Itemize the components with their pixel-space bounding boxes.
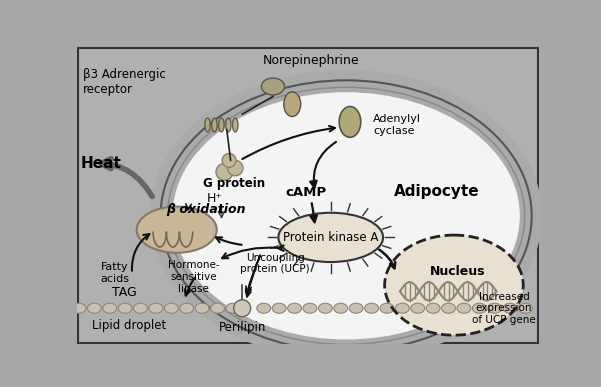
Ellipse shape [395, 303, 409, 313]
Ellipse shape [219, 118, 224, 132]
Ellipse shape [118, 303, 132, 313]
Ellipse shape [103, 303, 117, 313]
Text: cAMP: cAMP [285, 186, 327, 199]
Ellipse shape [180, 303, 194, 313]
Ellipse shape [365, 303, 379, 313]
Ellipse shape [503, 303, 517, 313]
Ellipse shape [72, 303, 86, 313]
Ellipse shape [380, 303, 394, 313]
Ellipse shape [212, 118, 217, 132]
Ellipse shape [233, 118, 238, 132]
Ellipse shape [158, 78, 534, 354]
Ellipse shape [519, 303, 532, 313]
Ellipse shape [385, 235, 523, 335]
Ellipse shape [257, 303, 270, 313]
Ellipse shape [153, 73, 539, 359]
Ellipse shape [272, 303, 286, 313]
Text: G protein: G protein [203, 177, 266, 190]
Ellipse shape [349, 303, 363, 313]
Text: Uncoupling
protein (UCP): Uncoupling protein (UCP) [240, 253, 310, 274]
FancyBboxPatch shape [78, 48, 538, 343]
Text: β oxidation: β oxidation [166, 203, 246, 216]
Circle shape [234, 300, 251, 317]
Ellipse shape [87, 303, 101, 313]
Circle shape [216, 163, 233, 180]
Ellipse shape [278, 213, 383, 262]
Text: Adipocyte: Adipocyte [394, 184, 480, 199]
Ellipse shape [149, 303, 163, 313]
Ellipse shape [457, 303, 471, 313]
Ellipse shape [411, 303, 425, 313]
Text: Nucleus: Nucleus [430, 265, 486, 278]
Ellipse shape [195, 303, 209, 313]
Circle shape [228, 160, 243, 176]
Ellipse shape [133, 303, 147, 313]
Text: Adenylyl
cyclase: Adenylyl cyclase [373, 114, 421, 136]
Ellipse shape [488, 303, 502, 313]
Ellipse shape [284, 92, 300, 116]
Ellipse shape [319, 303, 332, 313]
Text: Protein kinase A: Protein kinase A [283, 231, 379, 244]
Text: Increased
expression
of UCP gene: Increased expression of UCP gene [472, 292, 536, 325]
Ellipse shape [226, 303, 240, 313]
Text: Heat: Heat [81, 156, 121, 171]
Ellipse shape [339, 106, 361, 137]
Text: Perilipin: Perilipin [219, 321, 266, 334]
Ellipse shape [165, 303, 178, 313]
Ellipse shape [225, 118, 231, 132]
Ellipse shape [334, 303, 347, 313]
Text: Norepinephrine: Norepinephrine [263, 54, 360, 67]
Text: TAG: TAG [112, 286, 137, 299]
Text: H⁺: H⁺ [207, 192, 223, 205]
Text: β3 Adrenergic
receptor: β3 Adrenergic receptor [83, 68, 165, 96]
Ellipse shape [303, 303, 317, 313]
Ellipse shape [205, 118, 210, 132]
Circle shape [222, 154, 236, 167]
Ellipse shape [472, 303, 486, 313]
Text: Fatty
acids: Fatty acids [100, 262, 130, 284]
Text: Lipid droplet: Lipid droplet [92, 319, 166, 332]
Ellipse shape [165, 84, 528, 348]
Ellipse shape [288, 303, 302, 313]
Ellipse shape [210, 303, 224, 313]
Ellipse shape [442, 303, 456, 313]
Ellipse shape [426, 303, 440, 313]
Ellipse shape [261, 78, 284, 95]
Text: Hormone-
sensitive
lipase: Hormone- sensitive lipase [168, 260, 219, 294]
Ellipse shape [136, 207, 217, 253]
